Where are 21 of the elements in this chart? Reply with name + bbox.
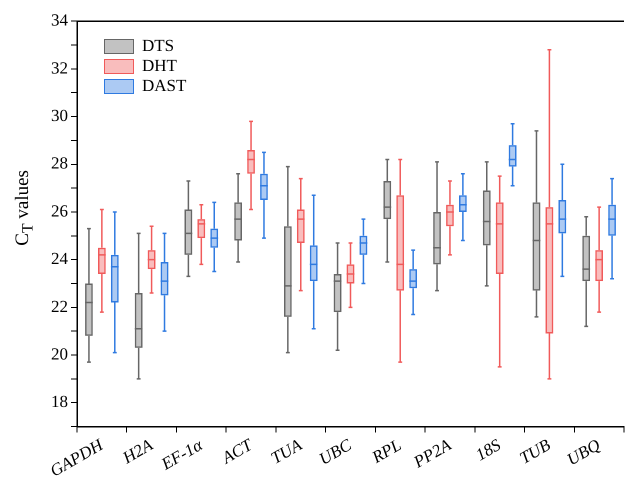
legend-label: DTS bbox=[142, 36, 174, 56]
x-tick-label: UBC bbox=[316, 434, 356, 469]
y-tick-label: 24 bbox=[51, 249, 68, 268]
x-tick-label: TUB bbox=[516, 434, 554, 468]
x-tick-label: H2A bbox=[118, 434, 156, 468]
x-tick-label: PP2A bbox=[409, 434, 455, 472]
y-tick-label: 22 bbox=[51, 296, 68, 316]
x-tick-label: ACT bbox=[218, 434, 257, 468]
y-tick-label: 18 bbox=[51, 392, 68, 412]
y-tick-label: 30 bbox=[51, 106, 68, 126]
legend-label: DAST bbox=[142, 76, 186, 96]
x-tick-label: RPL bbox=[368, 435, 404, 468]
y-tick-label: 28 bbox=[51, 154, 68, 173]
y-tick-label: 32 bbox=[51, 58, 68, 78]
x-tick-label: TUA bbox=[268, 434, 306, 468]
x-tick-label: 18S bbox=[472, 434, 504, 464]
y-tick-label: 26 bbox=[51, 201, 68, 220]
legend-label: DHT bbox=[142, 56, 177, 76]
y-tick-label: 34 bbox=[51, 10, 68, 30]
y-tick-label: 20 bbox=[51, 344, 68, 364]
x-tick-label: UBQ bbox=[564, 435, 604, 470]
